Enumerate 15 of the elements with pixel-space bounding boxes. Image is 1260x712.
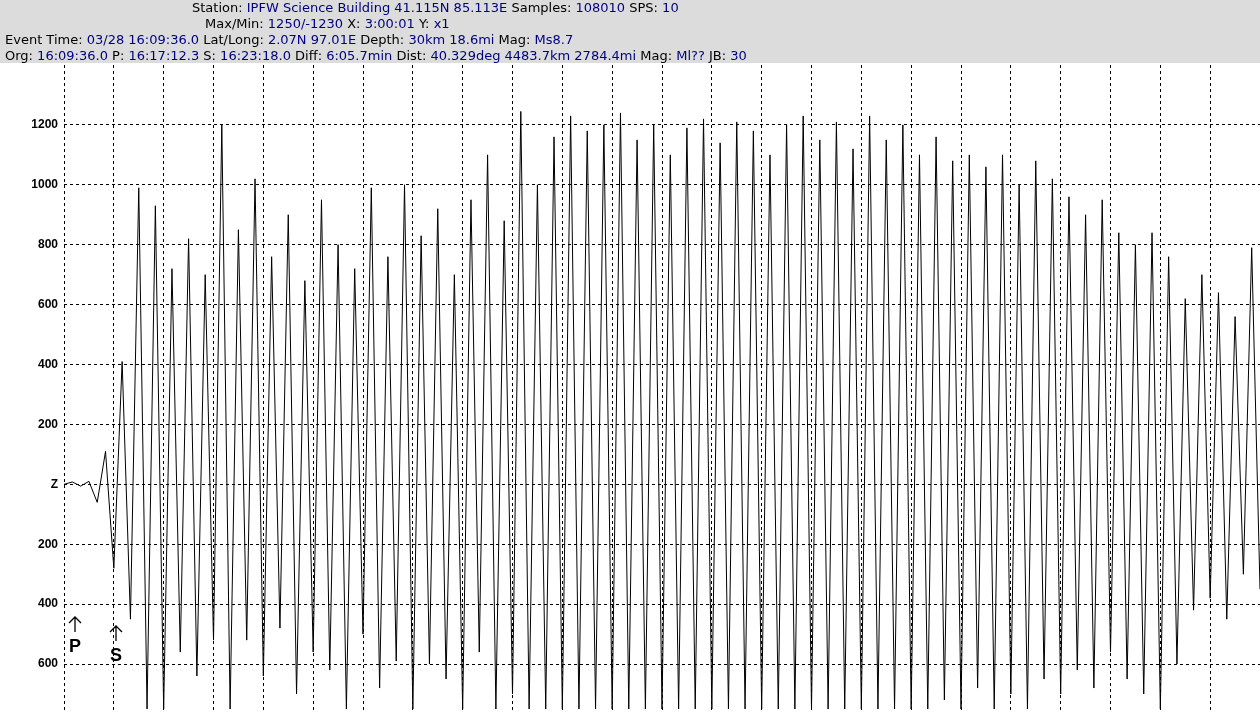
chart-title: Station: IPFW Science Building 41.115N 85.113E Samples: 108010 SPS: 10	[192, 0, 679, 15]
y-tick-label: 600	[37, 296, 59, 311]
y-tick-label: 1200	[31, 117, 59, 132]
y-tick-label: 400	[37, 356, 59, 371]
annotation: P	[68, 636, 82, 656]
chart-subtitle: Max/Min: 1250/-1230 X: 3:00:01 Y: x1	[205, 16, 450, 31]
text: Event Time: 03/28 16:09:36.0 Lat/Long: 2.07N 97.01E Depth: 30km 18.6mi Mag: Ms8.7	[5, 32, 574, 47]
y-tick-label: 200	[37, 416, 59, 431]
y-tick-label: 1000	[31, 177, 59, 192]
y-tick-label: 600	[37, 656, 59, 671]
y-tick-label: 200	[37, 536, 59, 551]
text: Org: 16:09:36.0 P: 16:17:12.3 S: 16:23:18.0 Diff: 6:05.7min Dist: 40.329deg 4483.7km 2784.4mi Mag: Ml?? JB: 30	[5, 48, 747, 63]
y-tick-label: Z	[50, 476, 58, 491]
y-tick-label: 800	[37, 237, 59, 252]
y-tick-label: 400	[37, 596, 59, 611]
